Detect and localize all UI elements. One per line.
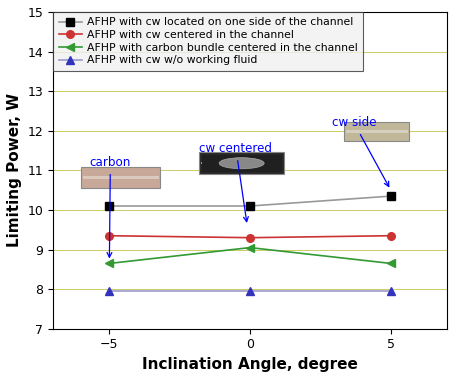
X-axis label: Inclination Angle, degree: Inclination Angle, degree <box>142 357 358 372</box>
Text: cw centered: cw centered <box>199 142 272 222</box>
Y-axis label: Limiting Power, W: Limiting Power, W <box>7 93 22 247</box>
Bar <box>83 176 158 179</box>
Bar <box>81 167 160 188</box>
Legend: AFHP with cw located on one side of the channel, AFHP with cw centered in the ch: AFHP with cw located on one side of the … <box>53 12 363 71</box>
Ellipse shape <box>219 158 264 169</box>
Text: cw side: cw side <box>332 116 389 186</box>
Bar <box>199 152 284 174</box>
Bar <box>201 162 282 164</box>
Text: carbon: carbon <box>90 156 131 257</box>
Bar <box>344 122 409 141</box>
Bar <box>202 155 281 172</box>
Bar <box>346 130 408 133</box>
